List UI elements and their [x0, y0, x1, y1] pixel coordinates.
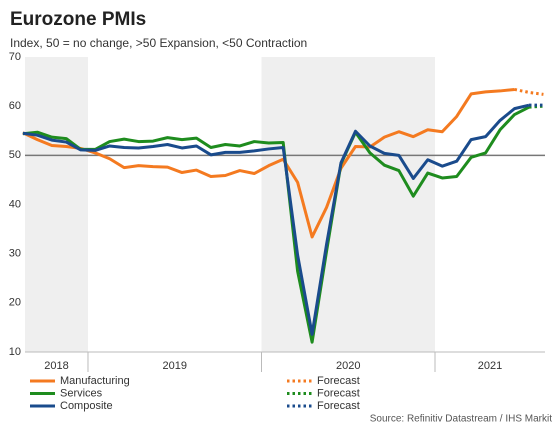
legend-label: Services [60, 387, 103, 399]
x-tick-label: 2020 [336, 360, 360, 372]
year-band [261, 57, 435, 352]
y-tick-label: 60 [9, 100, 21, 112]
y-tick-label: 20 [9, 297, 21, 309]
legend-label: Manufacturing [60, 375, 130, 387]
x-tick-label: 2019 [162, 360, 186, 372]
y-tick-label: 10 [9, 346, 21, 358]
legend-label: Forecast [317, 400, 360, 412]
year-band [25, 57, 88, 352]
y-tick-label: 70 [9, 51, 21, 63]
legend-label: Forecast [317, 387, 360, 399]
series-line [22, 105, 530, 344]
series-line [22, 87, 515, 239]
series-line [514, 87, 544, 96]
x-tick-label: 2021 [478, 360, 502, 372]
legend-label: Composite [60, 400, 113, 412]
legend-label: Forecast [317, 375, 360, 387]
chart-title: Eurozone PMIs [10, 9, 146, 30]
source: Source: Refinitiv Datastream / IHS Marki… [370, 414, 552, 425]
y-tick-label: 50 [9, 149, 21, 161]
series-line [22, 103, 530, 336]
y-tick-label: 30 [9, 248, 21, 260]
chart-subtitle: Index, 50 = no change, >50 Expansion, <5… [10, 36, 307, 50]
x-tick-label: 2018 [44, 360, 68, 372]
y-tick-label: 40 [9, 198, 21, 210]
